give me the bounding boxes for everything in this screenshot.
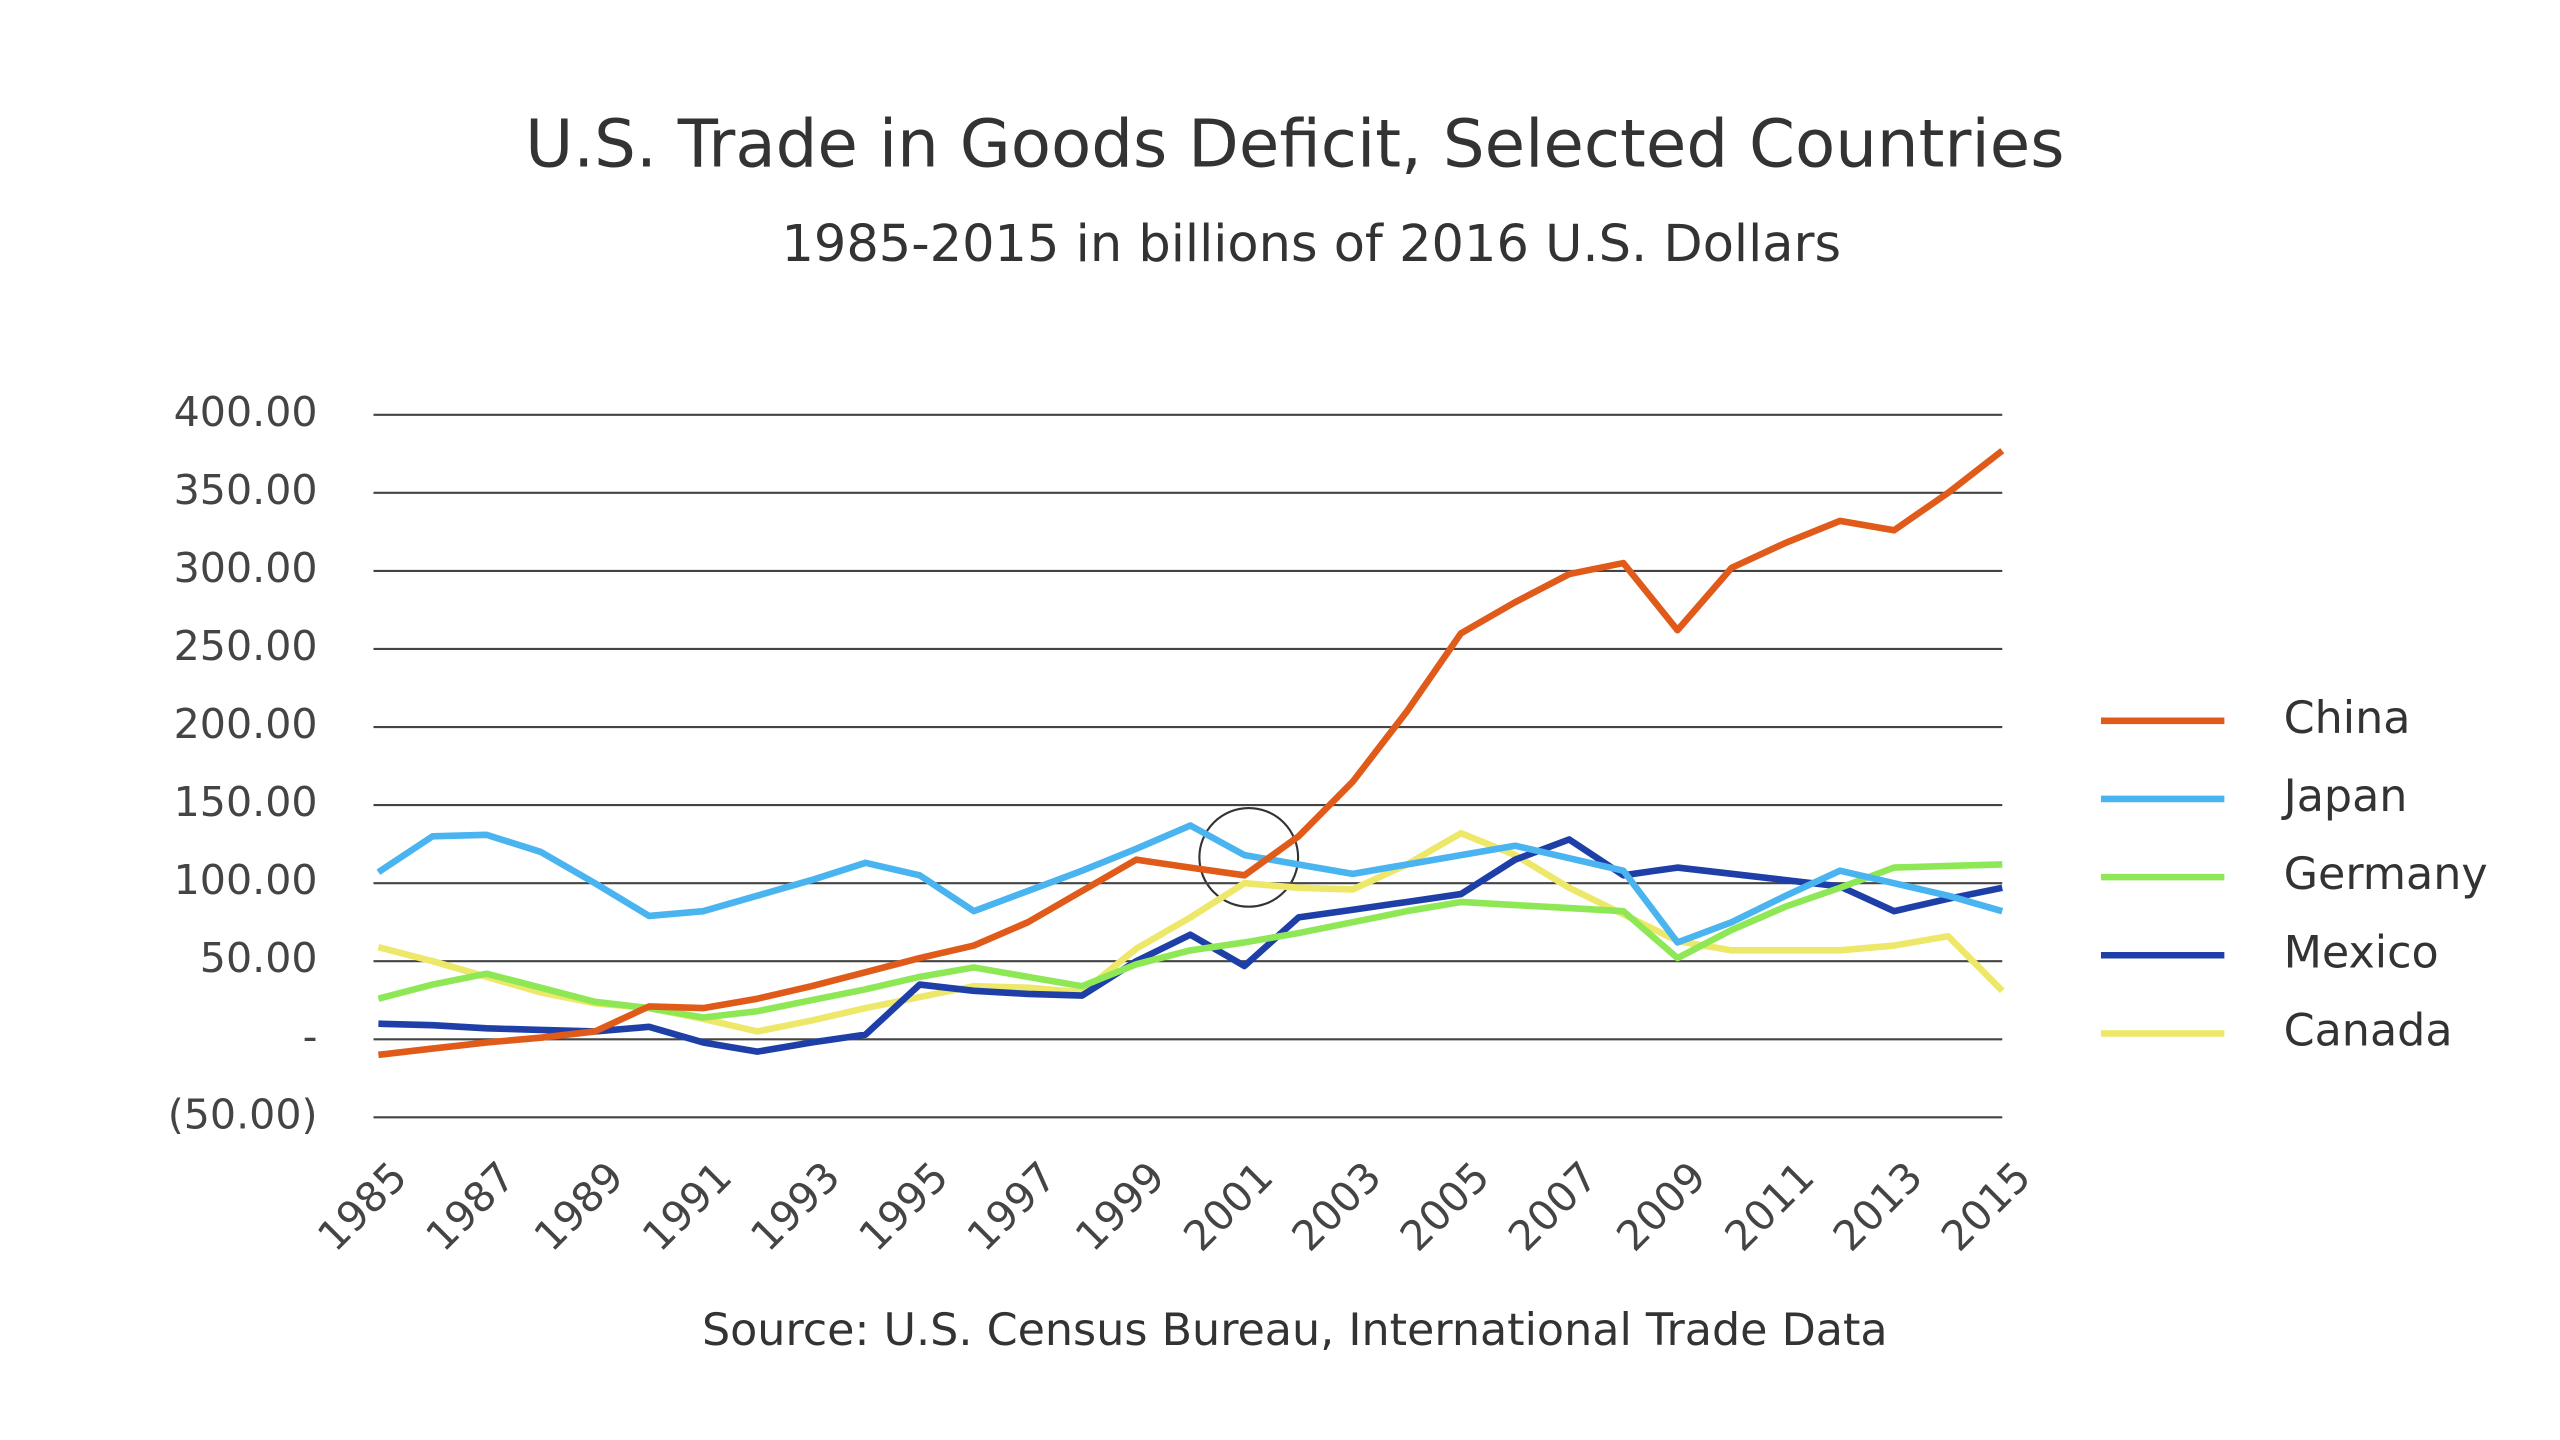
y-tick-label: 400.00 xyxy=(174,388,318,436)
legend-label: Mexico xyxy=(2284,927,2439,978)
series-line xyxy=(378,448,2005,1059)
legend-label: Canada xyxy=(2284,1005,2453,1056)
y-tick-label: 150.00 xyxy=(174,778,318,826)
y-tick-label: 250.00 xyxy=(174,622,318,670)
y-tick-label: 350.00 xyxy=(174,466,318,514)
source-note: Source: U.S. Census Bureau, Internationa… xyxy=(702,1305,1888,1356)
y-tick-label: - xyxy=(303,1012,318,1060)
legend-label: Japan xyxy=(2281,771,2408,822)
y-tick-label: (50.00) xyxy=(168,1090,318,1138)
legend-label: Germany xyxy=(2284,849,2488,900)
y-tick-label: 50.00 xyxy=(200,934,318,982)
legend-label: China xyxy=(2284,693,2411,744)
series-line xyxy=(376,822,2004,946)
chart-subtitle: 1985-2015 in billions of 2016 U.S. Dolla… xyxy=(781,215,1841,274)
chart-title: U.S. Trade in Goods Deficit, Selected Co… xyxy=(525,105,2064,182)
plot-area: (50.00) - 50.00 100.00 150.00 200.00 250.00 300… xyxy=(168,388,2488,1261)
highlight-circle xyxy=(1198,806,1300,908)
y-tick-label: 200.00 xyxy=(174,700,318,748)
y-tick-label: 100.00 xyxy=(174,856,318,904)
y-tick-label: 300.00 xyxy=(174,544,318,592)
series-line xyxy=(378,836,2003,1055)
